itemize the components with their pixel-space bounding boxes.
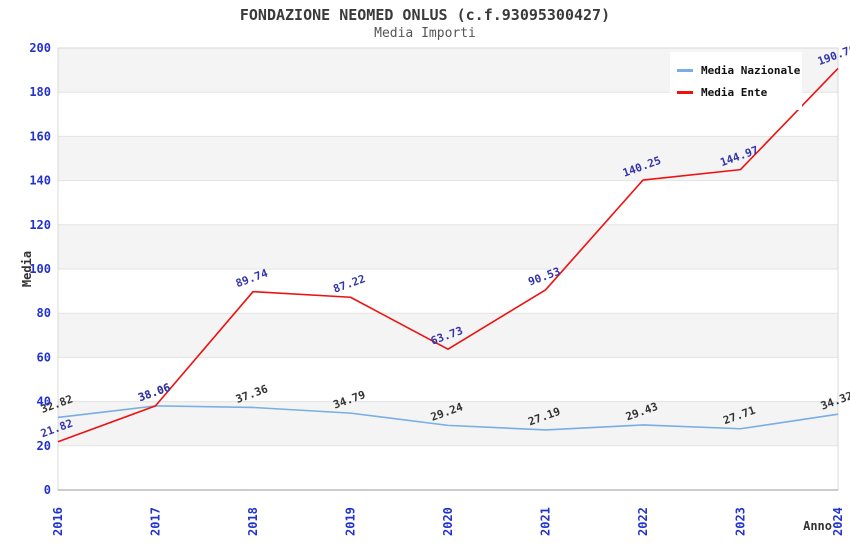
point-label: 38.06 — [137, 381, 173, 405]
x-tick-label: 2017 — [149, 507, 163, 536]
grid-band — [58, 224, 838, 269]
legend-item-media-nazionale: Media Nazionale — [677, 59, 802, 81]
point-label: 89.74 — [234, 266, 270, 290]
y-tick-label: 60 — [37, 350, 51, 364]
series-line-media-ente — [57, 67, 839, 443]
point-label: 87.22 — [332, 272, 368, 296]
media-ente-line-swatch — [677, 90, 693, 94]
chart-subtitle: Media Importi — [374, 26, 476, 41]
y-tick-label: 200 — [29, 41, 51, 55]
x-tick-label: 2016 — [51, 507, 65, 536]
x-tick-label: 2023 — [734, 507, 748, 536]
legend-label: Media Nazionale — [701, 63, 801, 77]
grid-band — [58, 313, 838, 358]
grid-band — [58, 401, 838, 446]
media-nazionale-line-swatch — [677, 68, 693, 72]
y-tick-label: 20 — [37, 439, 51, 453]
chart-title: FONDAZIONE NEOMED ONLUS (c.f.93095300427… — [239, 6, 611, 24]
legend: Media Nazionale Media Ente — [670, 52, 802, 110]
y-tick-label: 180 — [29, 85, 51, 99]
axis-tick-labels: 0 20 40 60 80 100 120 140 160 180 200 2016 2017 2018 2… — [29, 41, 845, 536]
x-tick-label: 2021 — [539, 507, 553, 536]
series-line-media-nazionale — [57, 405, 839, 431]
y-tick-label: 0 — [44, 483, 51, 497]
x-tick-label: 2019 — [344, 507, 358, 536]
x-tick-label: 2020 — [441, 507, 455, 536]
x-axis-title: Anno — [803, 519, 832, 533]
y-tick-label: 140 — [29, 174, 51, 188]
plot-bands — [58, 48, 838, 446]
y-tick-label: 120 — [29, 218, 51, 232]
legend-item-media-ente: Media Ente — [677, 81, 802, 103]
y-tick-label: 40 — [37, 395, 51, 409]
legend-label: Media Ente — [701, 85, 768, 99]
x-tick-label: 2024 — [831, 507, 845, 536]
x-tick-label: 2022 — [636, 507, 650, 536]
y-tick-label: 160 — [29, 129, 51, 143]
y-tick-label: 100 — [29, 262, 51, 276]
y-tick-label: 80 — [37, 306, 51, 320]
plot-gridlines — [57, 47, 839, 491]
x-tick-label: 2018 — [246, 507, 260, 536]
y-axis-title: Media — [20, 251, 34, 287]
series-lines — [57, 67, 839, 443]
